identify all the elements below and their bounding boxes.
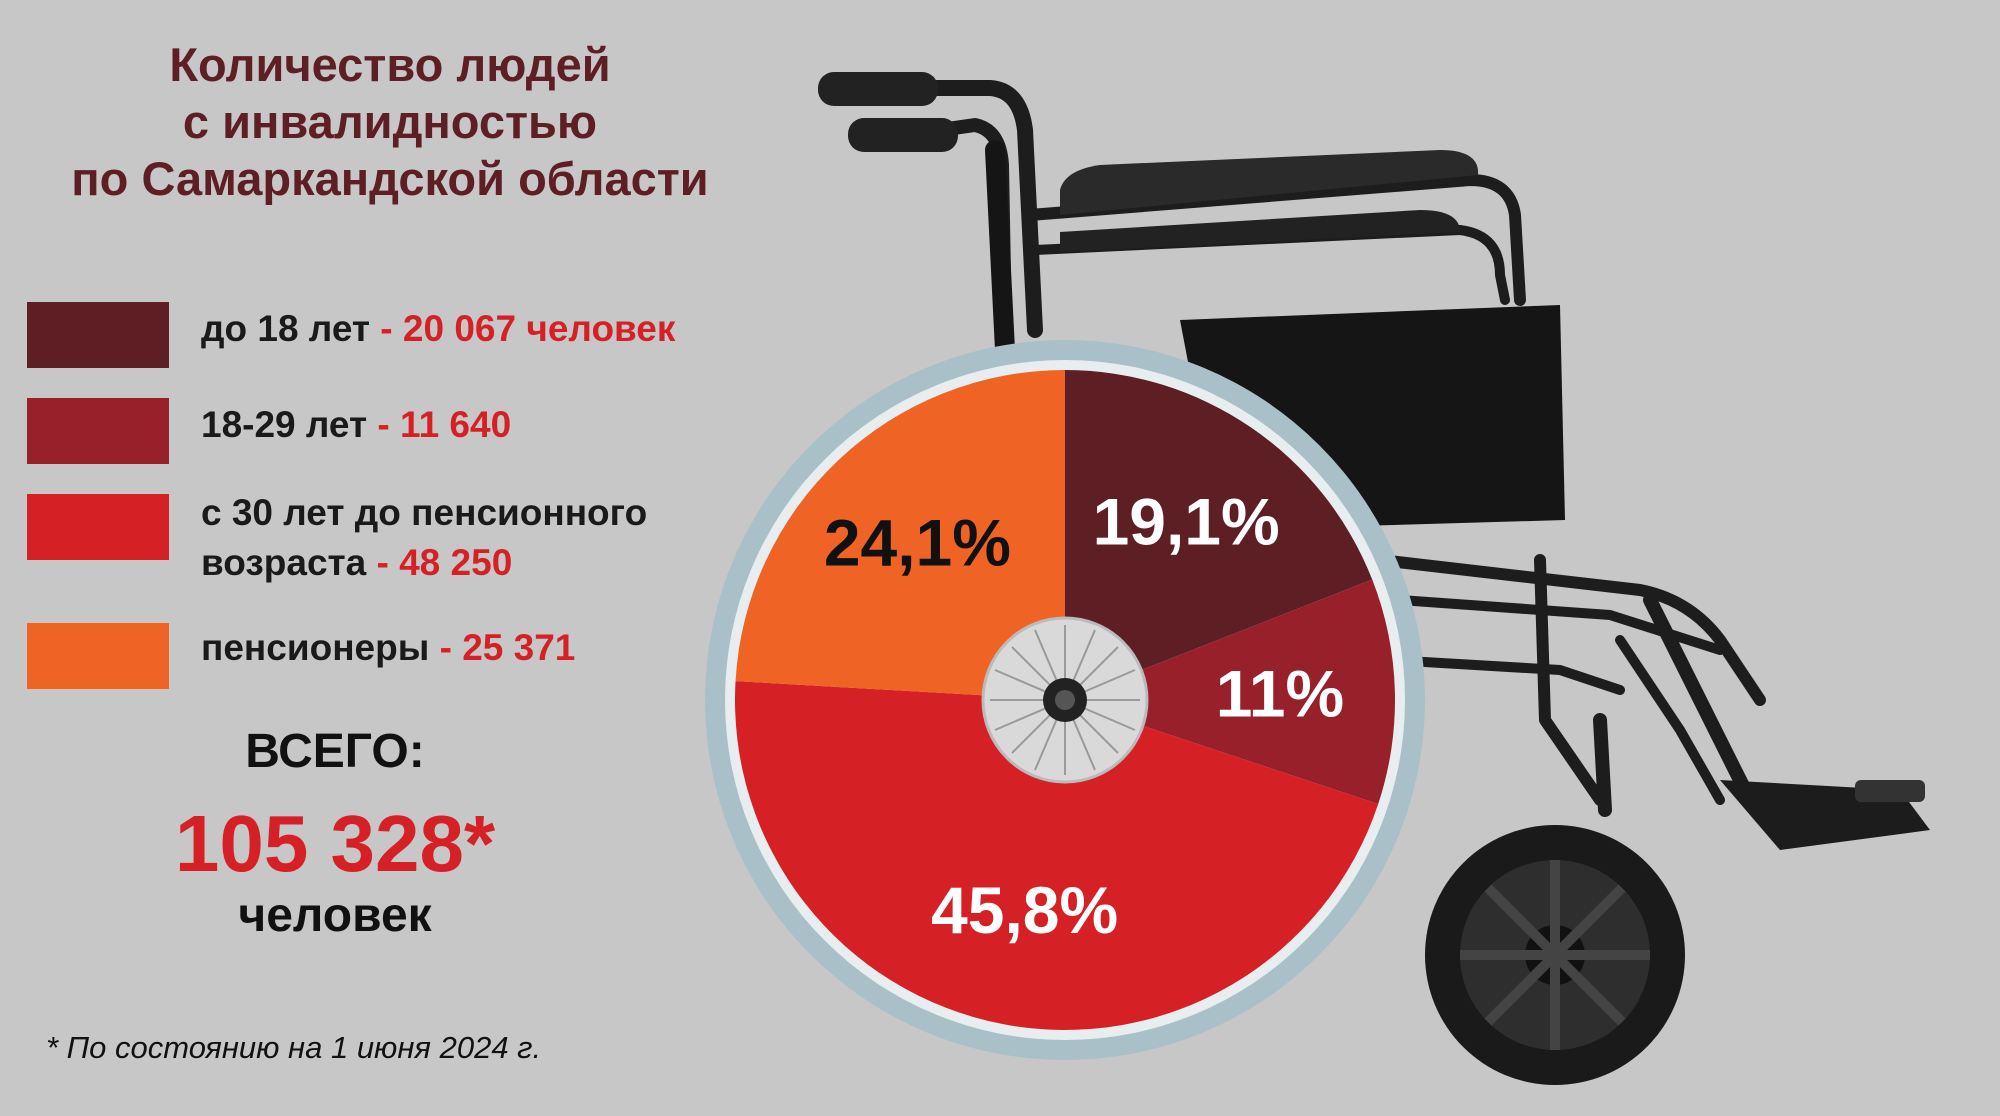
footnote: * По состоянию на 1 июня 2024 г.: [46, 1030, 542, 1065]
pie-labels: 19,1% 11% 45,8% 24,1%: [824, 484, 1344, 947]
legend-item-18-29: 18-29 лет - 11 640: [27, 398, 511, 464]
footplate: [1720, 780, 1930, 850]
slice-percent-label: 11%: [1216, 656, 1344, 730]
legend-swatch: [27, 494, 169, 560]
slice-30-to-pension: [735, 681, 1379, 1030]
pie-chart: [735, 370, 1395, 1030]
legend-value: - 11 640: [367, 404, 512, 445]
legend-value: - 48 250: [366, 542, 513, 583]
legend-label: с 30 лет до пенсионного: [201, 492, 648, 533]
total-value: 105 328*: [174, 799, 496, 888]
title-line-2: с инвалидностью: [182, 95, 598, 148]
legend-label-line-2: возраста: [201, 542, 367, 583]
slice-percent-label: 45,8%: [931, 873, 1118, 947]
slice-under-18: [1065, 370, 1373, 700]
legend-text: с 30 лет до пенсионного возраста - 48 25…: [201, 488, 647, 588]
legend-item-30-to-pension: с 30 лет до пенсионного возраста - 48 25…: [27, 492, 647, 588]
total-unit: человек: [238, 889, 432, 942]
legend-item-pensioners: пенсионеры - 25 371: [27, 623, 575, 689]
legend-swatch: [27, 302, 169, 368]
title-line-1: Количество людей: [169, 38, 611, 91]
total-label: ВСЕГО:: [245, 725, 425, 778]
page-title: Количество людей с инвалидностью по Сама…: [20, 36, 760, 207]
legend-text: 18-29 лет - 11 640: [201, 400, 511, 450]
legend-text: до 18 лет - 20 067 человек: [201, 304, 675, 354]
legend-value: - 25 371: [429, 627, 576, 668]
handle-grips: [818, 72, 958, 152]
legend-value: - 20 067 человек: [370, 308, 676, 349]
title-line-3: по Самаркандской области: [71, 152, 709, 205]
slice-percent-label: 24,1%: [824, 506, 1011, 580]
legend-label: пенсионеры: [201, 627, 430, 668]
caster-wheel: [1425, 825, 1685, 1085]
legend-text: пенсионеры - 25 371: [201, 623, 575, 673]
legend-label: 18-29 лет: [201, 404, 368, 445]
slice-pensioners: [735, 370, 1065, 700]
slice-percent-label: 19,1%: [1093, 484, 1280, 558]
armrest-pads: [1060, 150, 1479, 252]
legend-label: до 18 лет: [201, 308, 371, 349]
legend-swatch: [27, 398, 169, 464]
slice-18-29: [1065, 579, 1395, 805]
wheel-hub: [981, 616, 1149, 784]
legend-item-under-18: до 18 лет - 20 067 человек: [27, 302, 675, 368]
wheelchair-frame: [922, 80, 1797, 847]
legend-swatch: [27, 623, 169, 689]
